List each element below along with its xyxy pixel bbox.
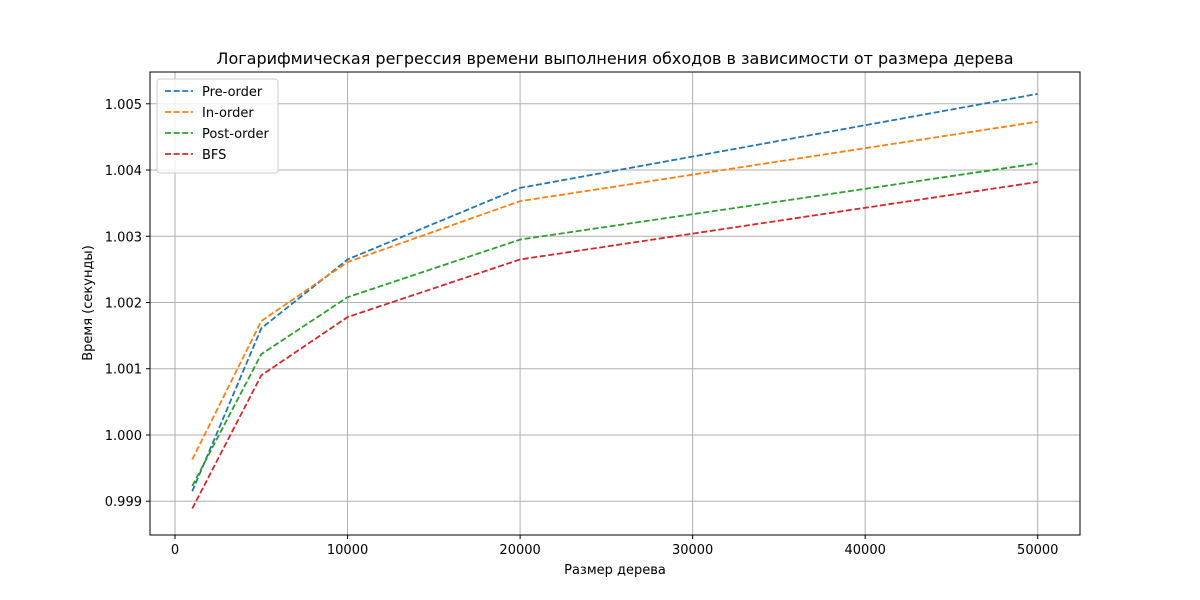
plot-area-frame bbox=[149, 71, 1081, 536]
y-tick-label: 1.003 bbox=[105, 230, 142, 245]
legend-label-in-order: In-order bbox=[202, 106, 254, 121]
y-tick-label: 1.004 bbox=[105, 164, 142, 179]
x-axis-label: Размер дерева bbox=[564, 563, 666, 578]
grid bbox=[150, 72, 1080, 535]
y-axis-label: Время (секунды) bbox=[81, 245, 96, 361]
series-line-in-order bbox=[191, 120, 1038, 460]
chart-title: Логарифмическая регрессия времени выполн… bbox=[216, 49, 1013, 68]
x-tick-label: 0 bbox=[171, 543, 179, 558]
y-tick-label: 1.001 bbox=[105, 363, 142, 378]
series-lines bbox=[191, 92, 1038, 509]
x-tick-label: 30000 bbox=[672, 543, 713, 558]
legend-label-bfs: BFS bbox=[202, 148, 226, 163]
y-tick-label: 1.002 bbox=[105, 297, 142, 312]
x-tick-label: 10000 bbox=[327, 543, 368, 558]
x-tick-label: 40000 bbox=[845, 543, 886, 558]
x-tick-label: 50000 bbox=[1017, 543, 1058, 558]
legend-box bbox=[156, 78, 279, 174]
legend-label-post-order: Post-order bbox=[202, 127, 269, 142]
axis-ticks: 0 10000 20000 30000 40000 50000 0.999 1.000 1.00… bbox=[105, 98, 1059, 558]
x-tick-label: 20000 bbox=[499, 543, 540, 558]
series-line-post-order bbox=[191, 162, 1038, 487]
y-tick-label: 0.999 bbox=[105, 495, 142, 510]
y-tick-label: 1.000 bbox=[105, 429, 142, 444]
series-line-bfs bbox=[191, 181, 1038, 509]
y-tick-label: 1.005 bbox=[105, 98, 142, 113]
legend-label-pre-order: Pre-order bbox=[202, 85, 263, 100]
series-line-pre-order bbox=[191, 92, 1038, 492]
legend: Pre-order In-order Post-order BFS bbox=[156, 78, 279, 174]
